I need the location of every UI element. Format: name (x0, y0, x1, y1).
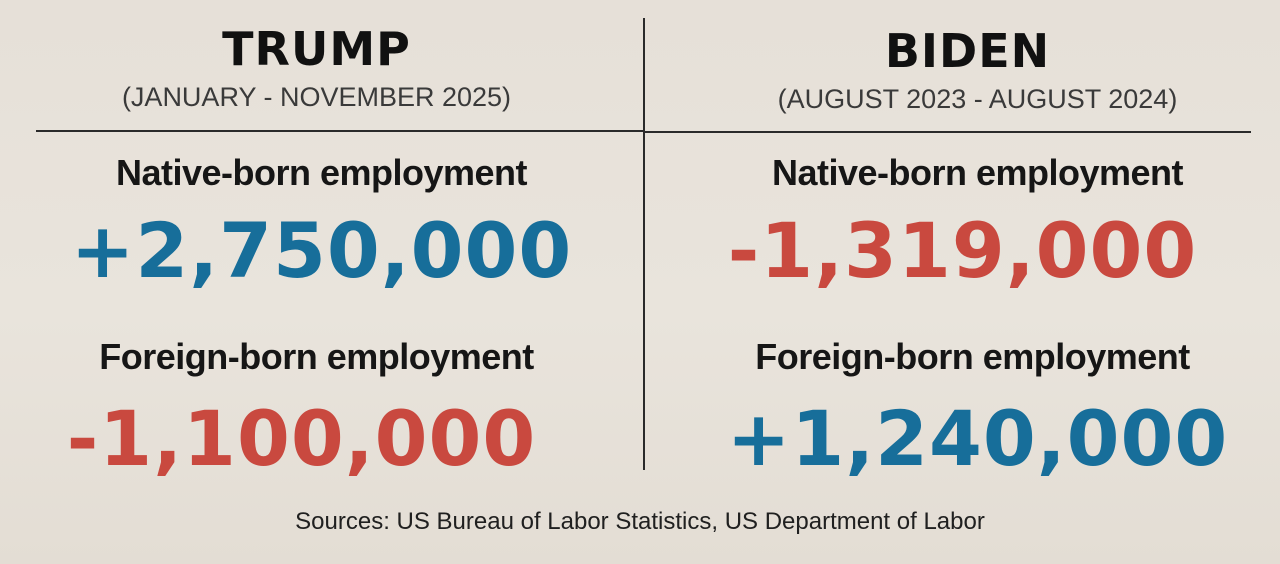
biden-panel: BIDEN (AUGUST 2023 - AUGUST 2024) Native… (645, 0, 1280, 500)
trump-panel: TRUMP (JANUARY - NOVEMBER 2025) Native-b… (0, 0, 643, 500)
sources-note: Sources: US Bureau of Labor Statistics, … (295, 508, 985, 535)
header-divider-right (645, 131, 1251, 133)
biden-native-label: Native-born employment (771, 152, 1184, 193)
biden-foreign-label: Foreign-born employment (755, 336, 1190, 377)
header-divider-left (36, 130, 643, 132)
trump-native-value: +2,750,000 (70, 206, 573, 295)
trump-foreign-value: -1,100,000 (66, 394, 537, 483)
trump-period: (JANUARY - NOVEMBER 2025) (121, 82, 512, 112)
biden-title: BIDEN (884, 24, 1051, 78)
trump-native-label: Native-born employment (115, 152, 528, 193)
trump-title: TRUMP (222, 22, 411, 76)
trump-foreign-label: Foreign-born employment (99, 336, 534, 377)
biden-native-value: -1,319,000 (727, 206, 1198, 295)
biden-foreign-value: +1,240,000 (726, 394, 1229, 483)
column-divider (643, 18, 645, 470)
biden-period: (AUGUST 2023 - AUGUST 2024) (777, 84, 1178, 114)
